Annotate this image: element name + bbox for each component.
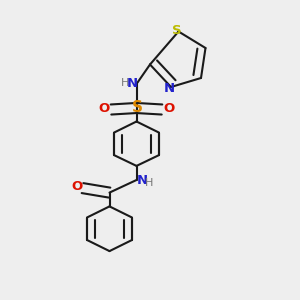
Text: S: S <box>132 100 142 116</box>
Text: H: H <box>121 78 129 88</box>
Text: N: N <box>164 82 175 95</box>
Text: S: S <box>172 23 182 37</box>
Text: O: O <box>163 102 174 115</box>
Text: H: H <box>145 178 154 188</box>
Text: O: O <box>71 180 83 193</box>
Text: N: N <box>136 174 148 187</box>
Text: N: N <box>126 76 138 90</box>
Text: O: O <box>99 102 110 115</box>
